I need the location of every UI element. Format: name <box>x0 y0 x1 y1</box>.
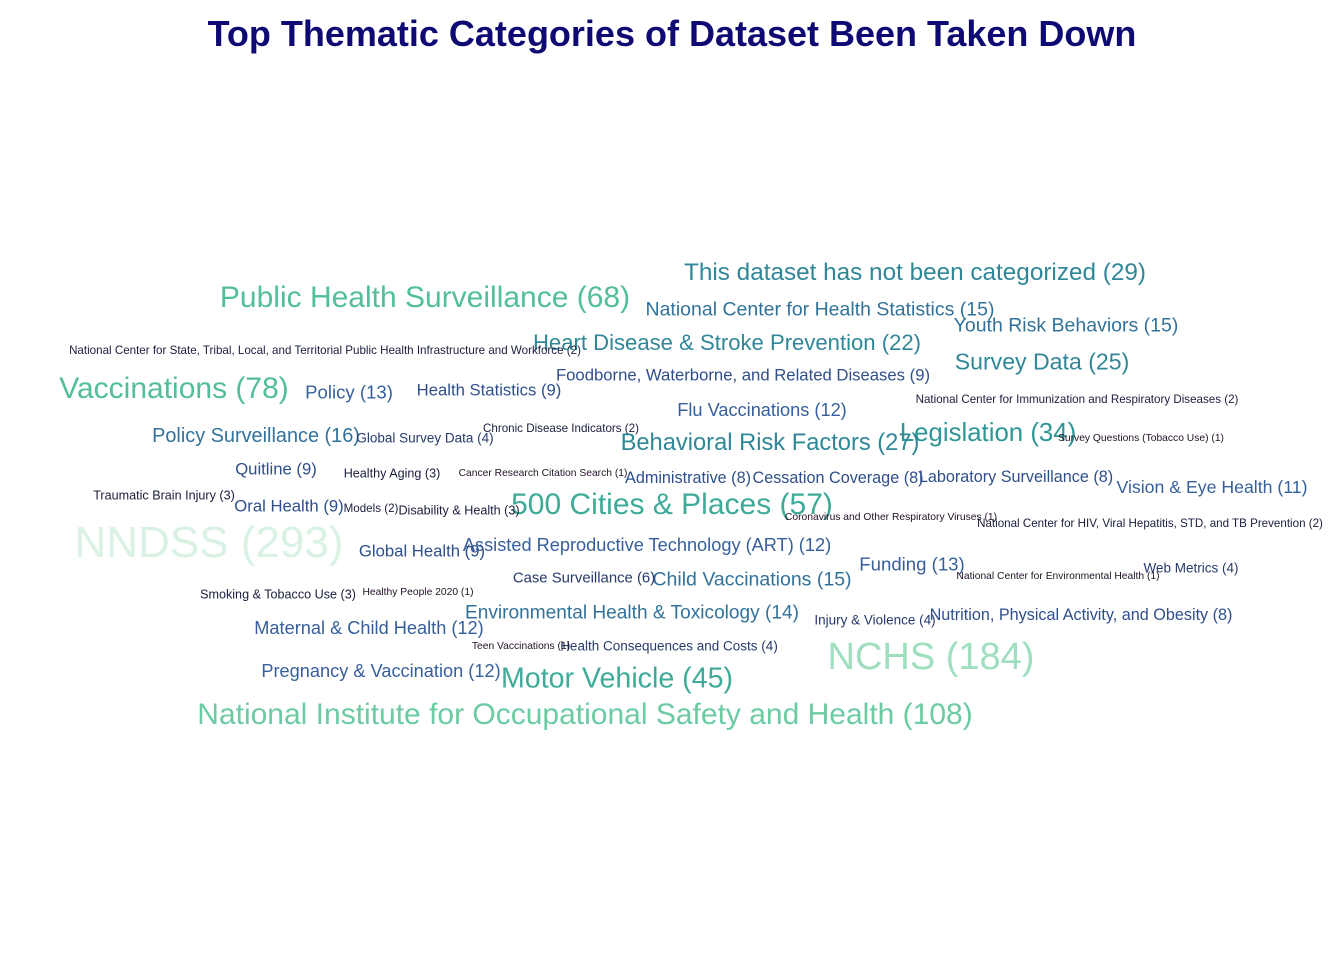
word-national-center-for-hiv-viral-hepatitis-std-and-tb-prevention: National Center for HIV, Viral Hepatitis… <box>977 517 1323 531</box>
word-cancer-research-citation-search: Cancer Research Citation Search (1) <box>458 467 628 479</box>
word-maternal-child-health: Maternal & Child Health (12) <box>254 617 484 638</box>
word-traumatic-brain-injury: Traumatic Brain Injury (3) <box>93 488 235 503</box>
word-flu-vaccinations: Flu Vaccinations (12) <box>677 399 847 420</box>
word-injury-violence: Injury & Violence (4) <box>814 612 936 628</box>
word-survey-questions-tobacco-use: Survey Questions (Tobacco Use) (1) <box>1058 432 1224 444</box>
word-healthy-people-2020: Healthy People 2020 (1) <box>362 586 474 598</box>
word-500-cities-places: 500 Cities & Places (57) <box>511 488 833 521</box>
word-public-health-surveillance: Public Health Surveillance (68) <box>219 281 631 314</box>
word-health-statistics: Health Statistics (9) <box>416 380 562 400</box>
word-disability-health: Disability & Health (3) <box>398 503 520 518</box>
word-nutrition-physical-activity-and-obesity: Nutrition, Physical Activity, and Obesit… <box>929 605 1233 624</box>
word-national-center-for-immunization-and-respiratory-diseases: National Center for Immunization and Res… <box>915 393 1239 407</box>
word-legislation: Legislation (34) <box>899 419 1077 448</box>
word-assisted-reproductive-technology-art: Assisted Reproductive Technology (ART) (… <box>462 534 832 555</box>
word-coronavirus-and-other-respiratory-viruses: Coronavirus and Other Respiratory Viruse… <box>784 511 998 523</box>
word-laboratory-surveillance: Laboratory Surveillance (8) <box>918 467 1114 486</box>
word-national-center-for-state-tribal-local-and-territorial-public-health-infrastructure-and-workforce: National Center for State, Tribal, Local… <box>69 344 581 358</box>
word-behavioral-risk-factors: Behavioral Risk Factors (27) <box>620 430 920 457</box>
word-web-metrics: Web Metrics (4) <box>1143 560 1239 576</box>
word-child-vaccinations: Child Vaccinations (15) <box>652 568 852 591</box>
word-oral-health: Oral Health (9) <box>234 496 344 516</box>
word-nndss: NNDSS (293) <box>74 518 344 567</box>
word-vision-eye-health: Vision & Eye Health (11) <box>1116 477 1308 498</box>
word-national-center-for-environmental-health: National Center for Environmental Health… <box>956 570 1160 582</box>
word-this-dataset-has-not-been-categorized: This dataset has not been categorized (2… <box>684 258 1146 286</box>
word-nchs: NCHS (184) <box>827 636 1035 678</box>
chart-title: Top Thematic Categories of Dataset Been … <box>207 13 1137 54</box>
word-healthy-aging: Healthy Aging (3) <box>343 466 441 481</box>
word-health-consequences-and-costs: Health Consequences and Costs (4) <box>560 638 778 654</box>
word-teen-vaccinations: Teen Vaccinations (1) <box>471 640 571 652</box>
word-global-survey-data: Global Survey Data (4) <box>356 430 494 446</box>
word-funding: Funding (13) <box>859 553 965 575</box>
word-vaccinations: Vaccinations (78) <box>59 372 289 405</box>
word-policy: Policy (13) <box>305 381 393 403</box>
word-national-institute-for-occupational-safety-and-health: National Institute for Occupational Safe… <box>197 698 973 731</box>
word-administrative: Administrative (8) <box>625 468 751 487</box>
word-national-center-for-health-statistics: National Center for Health Statistics (1… <box>645 298 995 321</box>
word-smoking-tobacco-use: Smoking & Tobacco Use (3) <box>200 587 356 602</box>
word-case-surveillance: Case Surveillance (6) <box>512 570 656 587</box>
word-cessation-coverage: Cessation Coverage (8) <box>752 468 924 487</box>
word-policy-surveillance: Policy Surveillance (16) <box>152 425 360 448</box>
word-motor-vehicle: Motor Vehicle (45) <box>500 662 734 695</box>
word-quitline: Quitline (9) <box>235 459 317 479</box>
word-survey-data: Survey Data (25) <box>954 348 1130 375</box>
word-heart-disease-stroke-prevention: Heart Disease & Stroke Prevention (22) <box>532 329 922 355</box>
word-foodborne-waterborne-and-related-diseases: Foodborne, Waterborne, and Related Disea… <box>555 365 931 385</box>
word-global-health: Global Health (9) <box>358 541 486 561</box>
word-pregnancy-vaccination: Pregnancy & Vaccination (12) <box>261 660 501 681</box>
word-youth-risk-behaviors: Youth Risk Behaviors (15) <box>953 314 1179 337</box>
word-models: Models (2) <box>343 502 399 516</box>
word-environmental-health-toxicology: Environmental Health & Toxicology (14) <box>465 602 799 624</box>
word-chronic-disease-indicators: Chronic Disease Indicators (2) <box>483 422 639 436</box>
